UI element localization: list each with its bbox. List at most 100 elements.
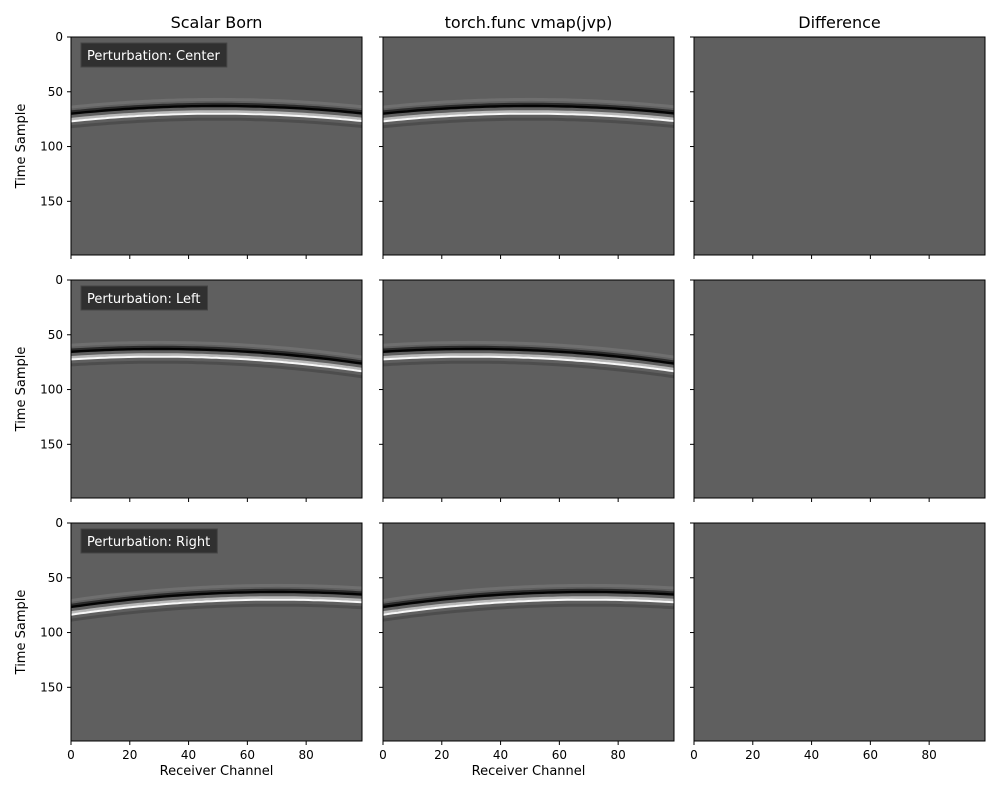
y-tick-label: 50 <box>48 85 63 99</box>
x-tick-label: 80 <box>922 748 937 762</box>
y-tick-label: 150 <box>40 194 63 208</box>
annotation-box <box>80 285 208 311</box>
x-axis-label: Receiver Channel <box>160 764 274 779</box>
x-tick-label: 40 <box>181 748 196 762</box>
x-tick-label: 0 <box>379 748 387 762</box>
wavefront-lobe <box>71 598 362 616</box>
panel-background <box>694 280 985 498</box>
panel: 0 20 40 60 80 Receiver Channel <box>379 522 675 779</box>
wavefront <box>71 340 362 379</box>
x-tick-label: 20 <box>745 748 760 762</box>
y-tick-label: 100 <box>40 626 63 640</box>
y-tick-label: 50 <box>48 571 63 585</box>
wavefront-lobe <box>71 110 362 121</box>
wavefront-lobe <box>383 110 674 121</box>
panel: 0 50 100 150 Time Sample Perturbation: Center <box>14 30 363 259</box>
y-tick-label: 150 <box>40 680 63 694</box>
x-tick-label: 20 <box>434 748 449 762</box>
panel <box>690 279 986 502</box>
panel-frame <box>70 522 363 742</box>
wavefront-lobe <box>383 104 674 115</box>
column-title: Difference <box>798 13 880 32</box>
x-tick-label: 0 <box>67 748 75 762</box>
wavefront-lobe <box>71 112 362 123</box>
panel-frame <box>70 36 363 256</box>
panel: 0 50 100 150 Time Sample Perturbation: Left <box>14 273 363 502</box>
panel-frame <box>70 279 363 499</box>
panel-background <box>694 523 985 741</box>
wavefront-lobe <box>383 345 674 364</box>
panel-background <box>383 37 674 255</box>
wavefront-lobe <box>71 117 362 129</box>
annotation-text: Perturbation: Left <box>87 292 201 307</box>
perturbation-annotation: Perturbation: Left <box>80 285 208 311</box>
wavefront-lobe <box>71 588 362 607</box>
wavefront <box>383 97 674 129</box>
wavefront-lobe <box>71 583 362 602</box>
panel-frame <box>382 522 675 742</box>
wavefront-lobe <box>383 583 674 602</box>
panel-frame <box>693 279 986 499</box>
wavefront-lobe <box>71 590 362 609</box>
y-tick-label: 0 <box>55 273 63 287</box>
wavefront-lobe <box>383 590 674 609</box>
panel-frame <box>693 522 986 742</box>
wavefront-lobe <box>383 117 674 129</box>
wavefront-lobe <box>71 355 362 373</box>
wavefront <box>71 97 362 129</box>
panel: 0 50 100 150 0 20 40 60 80 Receiver Channel Time S… <box>14 516 363 779</box>
wavefront-lobe <box>71 345 362 364</box>
wavefront-lobe <box>383 340 674 359</box>
wavefront <box>383 583 674 622</box>
perturbation-annotation: Perturbation: Right <box>80 528 218 554</box>
wavefront-lobe <box>383 596 674 614</box>
annotation-text: Perturbation: Right <box>87 535 210 550</box>
wavefront-lobe <box>383 598 674 616</box>
panel <box>379 279 675 502</box>
x-tick-label: 80 <box>611 748 626 762</box>
y-tick-label: 150 <box>40 437 63 451</box>
annotation-text: Perturbation: Center <box>87 49 220 64</box>
panel: 0 20 40 60 80 <box>690 522 986 762</box>
x-tick-label: 60 <box>240 748 255 762</box>
y-axis-label: Time Sample <box>14 104 29 190</box>
panel-background <box>71 280 362 498</box>
x-tick-label: 40 <box>804 748 819 762</box>
panel-frame <box>693 36 986 256</box>
wavefront-lobe <box>383 360 674 379</box>
panel-background <box>71 37 362 255</box>
wavefront-lobe <box>383 353 674 371</box>
panel-background <box>383 280 674 498</box>
panel-frame <box>382 279 675 499</box>
wavefront-lobe <box>71 102 362 114</box>
x-tick-label: 0 <box>690 748 698 762</box>
panel-background <box>694 37 985 255</box>
wavefront-lobe <box>71 360 362 379</box>
wavefront <box>71 583 362 622</box>
annotation-box <box>80 42 228 68</box>
panel-frame <box>382 36 675 256</box>
panel-background <box>71 523 362 741</box>
wavefront-lobe <box>71 97 362 109</box>
x-axis-label: Receiver Channel <box>472 764 586 779</box>
panel <box>379 36 675 259</box>
x-tick-label: 60 <box>552 748 567 762</box>
y-tick-label: 50 <box>48 328 63 342</box>
wavefront <box>383 340 674 379</box>
wavefront-lobe <box>383 588 674 607</box>
wavefront-lobe <box>71 104 362 115</box>
panel-background <box>383 523 674 741</box>
x-tick-label: 20 <box>122 748 137 762</box>
panel <box>690 36 986 259</box>
y-axis-label: Time Sample <box>14 590 29 676</box>
wavefront-lobe <box>71 596 362 614</box>
wavefront-lobe <box>71 340 362 359</box>
wavefront-lobe <box>383 97 674 109</box>
x-tick-label: 80 <box>299 748 314 762</box>
wavefront-lobe <box>383 102 674 114</box>
column-title: Scalar Born <box>171 13 263 32</box>
y-tick-label: 100 <box>40 383 63 397</box>
x-tick-label: 40 <box>493 748 508 762</box>
wavefront-lobe <box>71 353 362 371</box>
